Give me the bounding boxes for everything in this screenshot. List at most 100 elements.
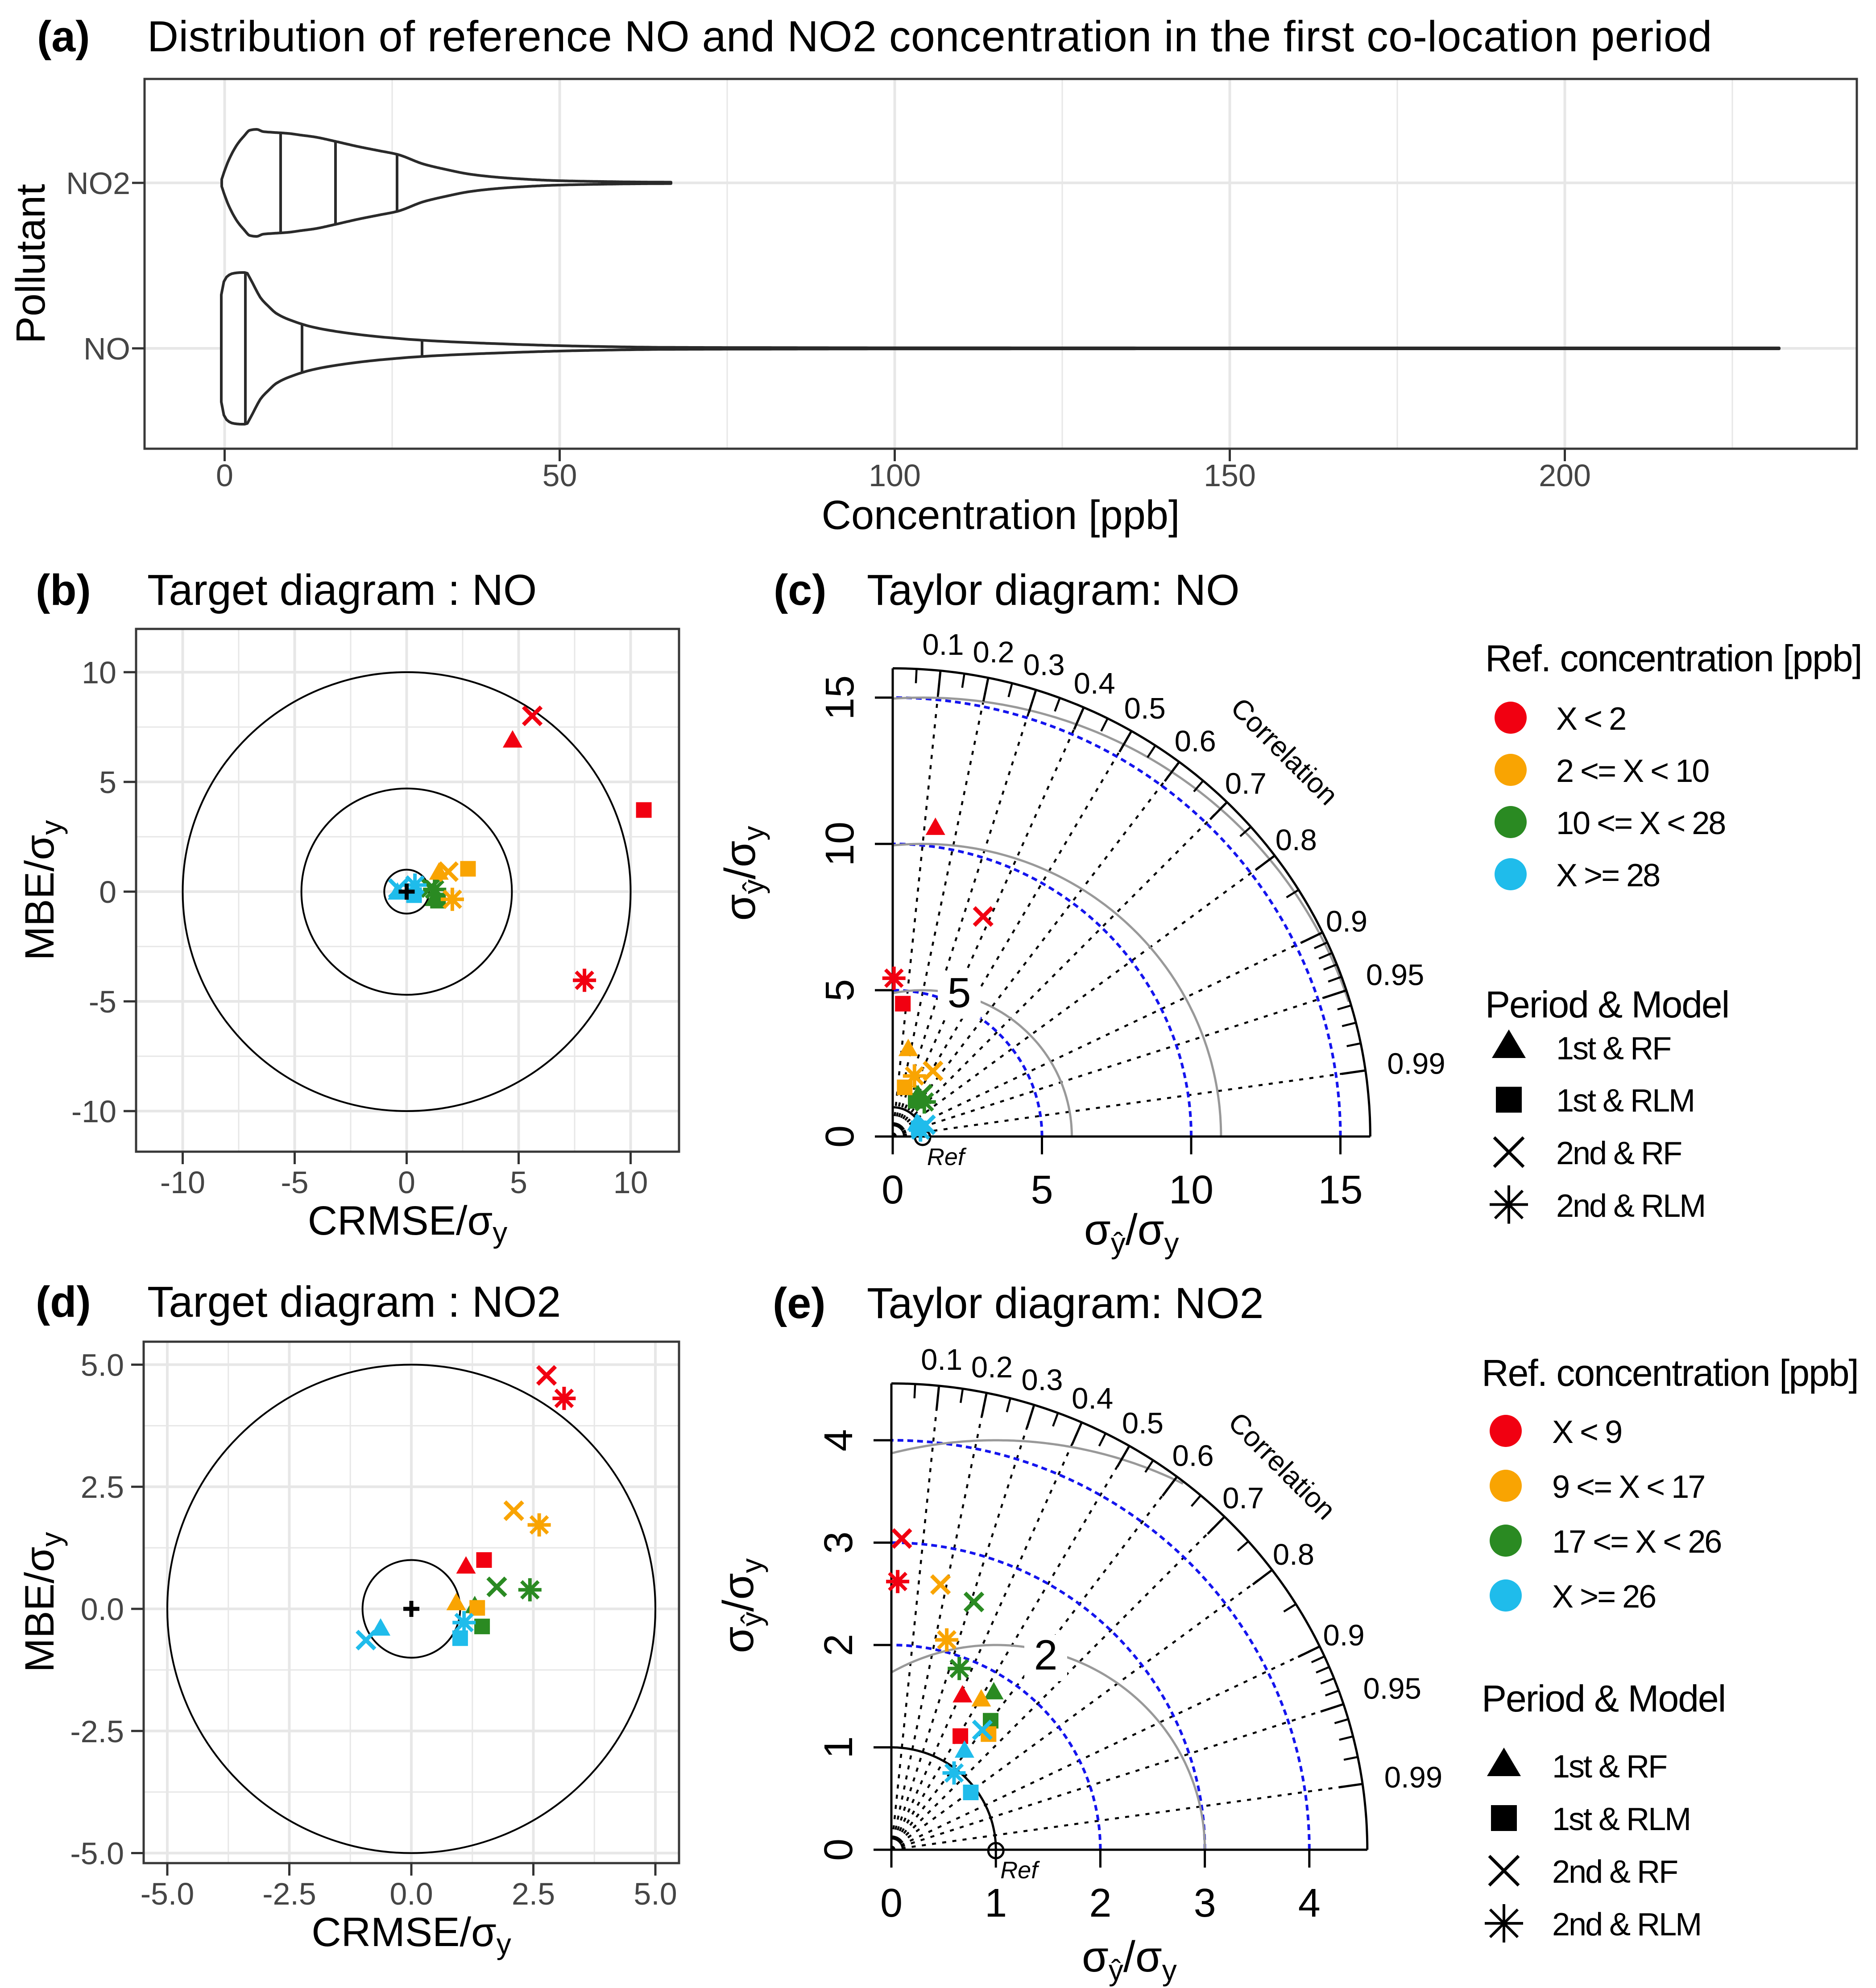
svg-text:10: 10	[613, 1165, 648, 1200]
svg-text:2nd & RF: 2nd & RF	[1552, 1854, 1677, 1890]
svg-text:0.7: 0.7	[1225, 767, 1267, 801]
svg-text:0: 0	[816, 1839, 861, 1861]
svg-text:0: 0	[398, 1165, 415, 1200]
svg-text:0.4: 0.4	[1072, 1382, 1113, 1415]
svg-text:0.5: 0.5	[1124, 692, 1166, 725]
svg-text:2: 2	[1089, 1881, 1111, 1926]
svg-text:-2.5: -2.5	[262, 1876, 316, 1911]
svg-text:0.0: 0.0	[81, 1592, 124, 1627]
svg-text:NO2: NO2	[66, 166, 130, 201]
svg-text:5: 5	[818, 979, 862, 1001]
svg-text:5: 5	[1031, 1168, 1053, 1212]
svg-text:50: 50	[543, 458, 577, 493]
svg-text:-5.0: -5.0	[70, 1836, 124, 1871]
svg-text:0.2: 0.2	[971, 1351, 1013, 1384]
svg-text:0.6: 0.6	[1172, 1439, 1214, 1473]
svg-text:2.5: 2.5	[512, 1876, 555, 1911]
svg-text:4: 4	[816, 1429, 861, 1451]
svg-text:σŷ/σy: σŷ/σy	[1084, 1205, 1179, 1260]
svg-text:-10: -10	[71, 1094, 116, 1129]
svg-text:0.5: 0.5	[1122, 1407, 1164, 1440]
svg-text:MBE/σy: MBE/σy	[17, 1532, 68, 1673]
svg-text:2 <= X < 10: 2 <= X < 10	[1556, 753, 1709, 789]
svg-text:10: 10	[82, 655, 116, 690]
svg-text:1: 1	[816, 1736, 861, 1758]
svg-text:0.0: 0.0	[389, 1876, 433, 1911]
svg-text:0.99: 0.99	[1387, 1047, 1445, 1081]
svg-text:-5.0: -5.0	[141, 1876, 195, 1911]
svg-text:10 <= X < 28: 10 <= X < 28	[1556, 806, 1725, 841]
svg-text:Ref: Ref	[927, 1144, 967, 1170]
svg-text:0.6: 0.6	[1175, 724, 1216, 758]
svg-text:-5: -5	[89, 984, 116, 1019]
svg-text:CRMSE/σy: CRMSE/σy	[311, 1909, 511, 1960]
svg-text:Target diagram : NO2: Target diagram : NO2	[147, 1277, 561, 1326]
svg-text:9 <= X < 17: 9 <= X < 17	[1552, 1469, 1704, 1505]
svg-text:1st & RF: 1st & RF	[1556, 1031, 1671, 1066]
svg-text:10: 10	[1169, 1168, 1213, 1212]
svg-text:0.95: 0.95	[1363, 1672, 1421, 1706]
svg-text:2.5: 2.5	[81, 1470, 124, 1504]
svg-text:5.0: 5.0	[81, 1348, 124, 1383]
svg-text:0.3: 0.3	[1023, 649, 1065, 682]
svg-text:0: 0	[882, 1168, 904, 1212]
svg-text:Pollutant: Pollutant	[8, 184, 54, 343]
svg-text:0.95: 0.95	[1366, 958, 1424, 992]
svg-text:2: 2	[816, 1634, 861, 1656]
svg-text:Distribution of reference NO a: Distribution of reference NO and NO2 con…	[147, 12, 1712, 61]
svg-text:17 <= X < 26: 17 <= X < 26	[1552, 1524, 1721, 1560]
svg-text:σŷ/σy: σŷ/σy	[1082, 1932, 1177, 1987]
svg-text:1: 1	[985, 1881, 1007, 1926]
svg-text:0.8: 0.8	[1273, 1538, 1314, 1571]
svg-text:1st & RLM: 1st & RLM	[1552, 1802, 1690, 1837]
svg-text:MBE/σy: MBE/σy	[17, 820, 68, 961]
svg-text:15: 15	[818, 675, 862, 720]
svg-text:Taylor diagram: NO: Taylor diagram: NO	[867, 566, 1240, 614]
svg-text:Target diagram : NO: Target diagram : NO	[147, 566, 537, 614]
svg-text:(a): (a)	[37, 12, 90, 61]
svg-text:X < 2: X < 2	[1556, 701, 1625, 737]
svg-text:Taylor diagram: NO2: Taylor diagram: NO2	[867, 1279, 1263, 1327]
svg-text:3: 3	[816, 1531, 861, 1554]
svg-text:2nd & RLM: 2nd & RLM	[1552, 1907, 1701, 1943]
svg-text:0.1: 0.1	[921, 1343, 962, 1376]
svg-text:2: 2	[1034, 1632, 1058, 1679]
svg-text:(e): (e)	[773, 1279, 826, 1327]
svg-text:0.9: 0.9	[1326, 905, 1367, 938]
svg-text:(d): (d)	[36, 1277, 91, 1326]
svg-text:Concentration [ppb]: Concentration [ppb]	[822, 492, 1180, 538]
svg-text:15: 15	[1318, 1168, 1362, 1212]
svg-text:2nd & RLM: 2nd & RLM	[1556, 1188, 1705, 1224]
svg-text:X >= 28: X >= 28	[1556, 858, 1659, 893]
svg-text:Ref. concentration [ppb]: Ref. concentration [ppb]	[1485, 637, 1862, 679]
svg-text:5.0: 5.0	[634, 1876, 677, 1911]
svg-text:0.4: 0.4	[1074, 667, 1115, 700]
svg-text:0: 0	[216, 458, 233, 493]
svg-text:0: 0	[880, 1881, 903, 1926]
svg-text:-10: -10	[160, 1165, 205, 1200]
svg-text:0.99: 0.99	[1384, 1761, 1442, 1794]
svg-text:X < 9: X < 9	[1552, 1414, 1621, 1450]
svg-text:0.7: 0.7	[1222, 1482, 1264, 1515]
svg-text:100: 100	[869, 458, 921, 493]
svg-text:(c): (c)	[774, 566, 827, 614]
svg-text:X >= 26: X >= 26	[1552, 1579, 1655, 1615]
svg-text:-2.5: -2.5	[70, 1714, 124, 1749]
svg-text:Period & Model: Period & Model	[1485, 984, 1729, 1025]
svg-text:(b): (b)	[36, 566, 91, 614]
svg-text:150: 150	[1204, 458, 1256, 493]
svg-text:2nd & RF: 2nd & RF	[1556, 1136, 1681, 1171]
svg-text:0: 0	[99, 875, 116, 909]
svg-text:200: 200	[1539, 458, 1591, 493]
svg-text:σŷ/σy: σŷ/σy	[714, 1558, 768, 1653]
svg-text:0.1: 0.1	[922, 628, 964, 661]
svg-text:0.2: 0.2	[973, 636, 1015, 669]
svg-text:Period & Model: Period & Model	[1482, 1678, 1725, 1719]
svg-text:0: 0	[818, 1125, 862, 1148]
svg-text:5: 5	[99, 765, 116, 800]
svg-text:σŷ/σy: σŷ/σy	[716, 826, 770, 921]
svg-text:1st & RF: 1st & RF	[1552, 1749, 1667, 1785]
svg-text:0.9: 0.9	[1323, 1619, 1365, 1652]
svg-text:0.8: 0.8	[1276, 823, 1317, 857]
svg-text:NO: NO	[83, 331, 130, 366]
